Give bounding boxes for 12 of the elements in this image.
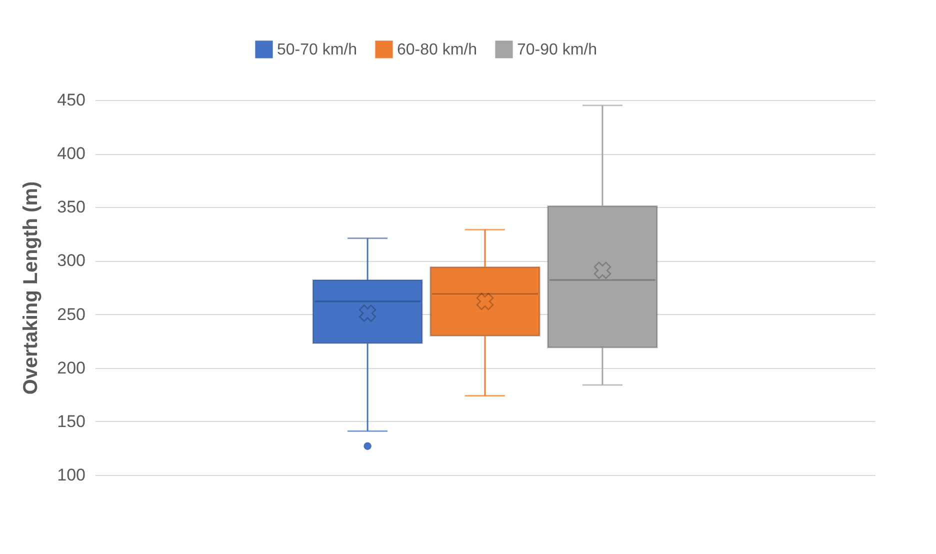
legend-label: 70-90 km/h xyxy=(517,41,598,58)
y-axis-title: Overtaking Length (m) xyxy=(20,181,42,395)
legend-label: 60-80 km/h xyxy=(397,41,478,58)
y-tick-label: 350 xyxy=(57,198,86,217)
y-tick-label: 100 xyxy=(57,466,86,484)
y-tick-label: 300 xyxy=(57,251,86,270)
y-tick-label: 200 xyxy=(57,358,86,378)
y-tick-label: 450 xyxy=(57,90,86,110)
legend-label: 50-70 km/h xyxy=(277,41,358,58)
y-tick-label: 150 xyxy=(57,412,86,431)
y-tick-label: 400 xyxy=(57,144,86,164)
y-tick-label: 250 xyxy=(57,304,86,324)
